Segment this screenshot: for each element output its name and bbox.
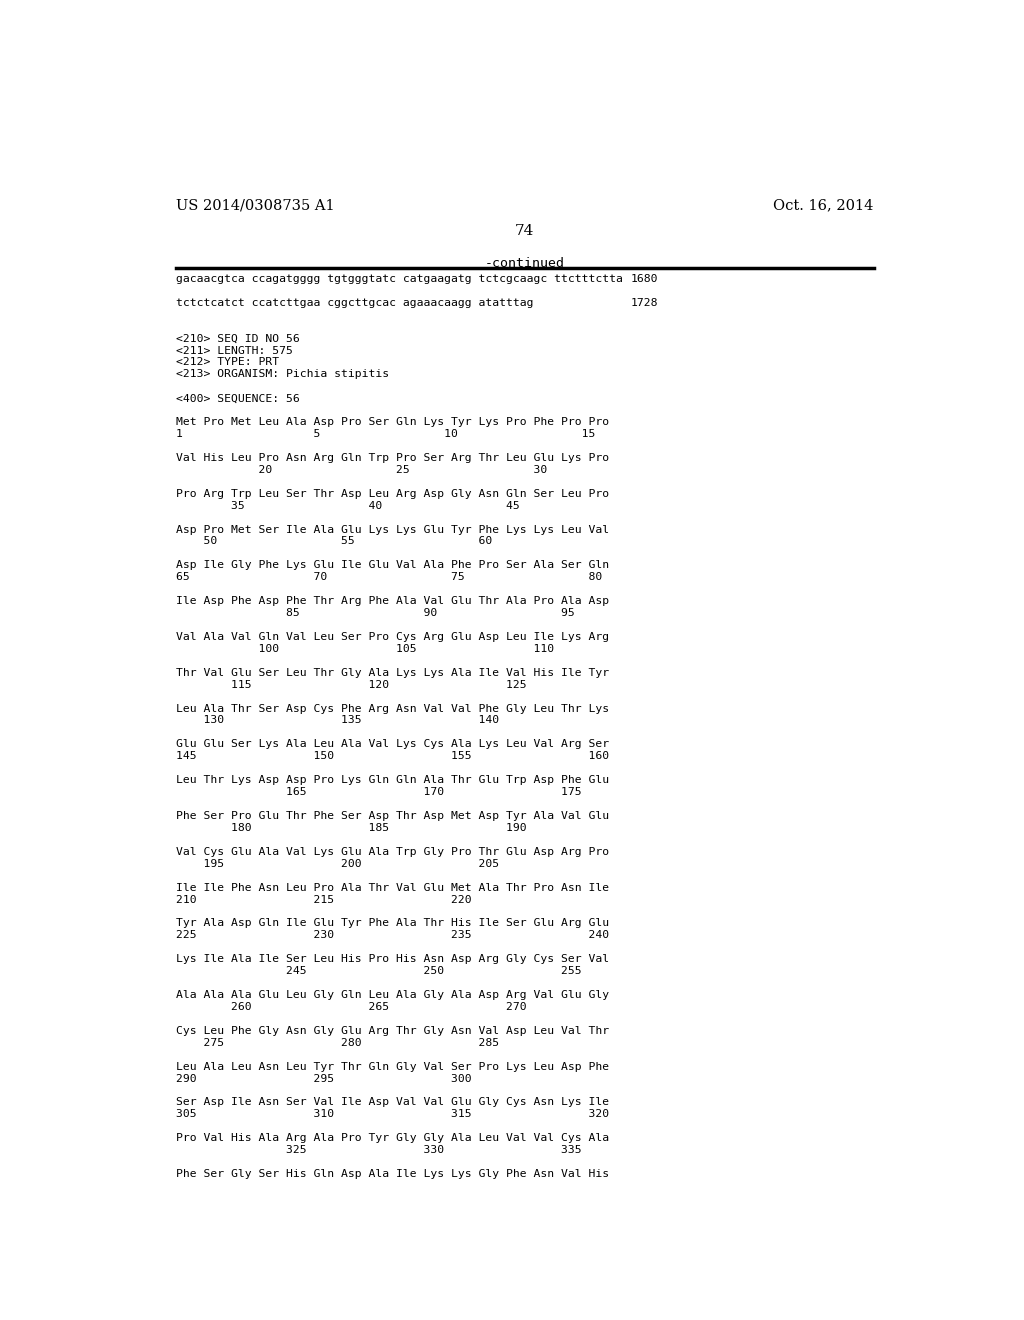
Text: <210> SEQ ID NO 56: <210> SEQ ID NO 56 <box>176 334 300 343</box>
Text: 145                 150                 155                 160: 145 150 155 160 <box>176 751 609 762</box>
Text: Ile Ile Phe Asn Leu Pro Ala Thr Val Glu Met Ala Thr Pro Asn Ile: Ile Ile Phe Asn Leu Pro Ala Thr Val Glu … <box>176 883 609 892</box>
Text: 20                  25                  30: 20 25 30 <box>176 465 547 475</box>
Text: Val Cys Glu Ala Val Lys Glu Ala Trp Gly Pro Thr Glu Asp Arg Pro: Val Cys Glu Ala Val Lys Glu Ala Trp Gly … <box>176 847 609 857</box>
Text: Pro Arg Trp Leu Ser Thr Asp Leu Arg Asp Gly Asn Gln Ser Leu Pro: Pro Arg Trp Leu Ser Thr Asp Leu Arg Asp … <box>176 488 609 499</box>
Text: tctctcatct ccatcttgaa cggcttgcac agaaacaagg atatttag: tctctcatct ccatcttgaa cggcttgcac agaaaca… <box>176 298 534 308</box>
Text: -continued: -continued <box>484 257 565 271</box>
Text: 1728: 1728 <box>630 298 657 308</box>
Text: <212> TYPE: PRT: <212> TYPE: PRT <box>176 358 280 367</box>
Text: Met Pro Met Leu Ala Asp Pro Ser Gln Lys Tyr Lys Pro Phe Pro Pro: Met Pro Met Leu Ala Asp Pro Ser Gln Lys … <box>176 417 609 428</box>
Text: 50                  55                  60: 50 55 60 <box>176 536 493 546</box>
Text: Val Ala Val Gln Val Leu Ser Pro Cys Arg Glu Asp Leu Ile Lys Arg: Val Ala Val Gln Val Leu Ser Pro Cys Arg … <box>176 632 609 642</box>
Text: Pro Val His Ala Arg Ala Pro Tyr Gly Gly Ala Leu Val Val Cys Ala: Pro Val His Ala Arg Ala Pro Tyr Gly Gly … <box>176 1133 609 1143</box>
Text: Ile Asp Phe Asp Phe Thr Arg Phe Ala Val Glu Thr Ala Pro Ala Asp: Ile Asp Phe Asp Phe Thr Arg Phe Ala Val … <box>176 597 609 606</box>
Text: 1                   5                  10                  15: 1 5 10 15 <box>176 429 595 440</box>
Text: Leu Thr Lys Asp Asp Pro Lys Gln Gln Ala Thr Glu Trp Asp Phe Glu: Leu Thr Lys Asp Asp Pro Lys Gln Gln Ala … <box>176 775 609 785</box>
Text: 165                 170                 175: 165 170 175 <box>176 787 582 797</box>
Text: <211> LENGTH: 575: <211> LENGTH: 575 <box>176 346 293 355</box>
Text: 275                 280                 285: 275 280 285 <box>176 1038 499 1048</box>
Text: 100                 105                 110: 100 105 110 <box>176 644 554 653</box>
Text: Val His Leu Pro Asn Arg Gln Trp Pro Ser Arg Thr Leu Glu Lys Pro: Val His Leu Pro Asn Arg Gln Trp Pro Ser … <box>176 453 609 463</box>
Text: 325                 330                 335: 325 330 335 <box>176 1146 582 1155</box>
Text: Ser Asp Ile Asn Ser Val Ile Asp Val Val Glu Gly Cys Asn Lys Ile: Ser Asp Ile Asn Ser Val Ile Asp Val Val … <box>176 1097 609 1107</box>
Text: US 2014/0308735 A1: US 2014/0308735 A1 <box>176 198 335 213</box>
Text: 225                 230                 235                 240: 225 230 235 240 <box>176 931 609 940</box>
Text: Asp Pro Met Ser Ile Ala Glu Lys Lys Glu Tyr Phe Lys Lys Leu Val: Asp Pro Met Ser Ile Ala Glu Lys Lys Glu … <box>176 524 609 535</box>
Text: 195                 200                 205: 195 200 205 <box>176 859 499 869</box>
Text: Leu Ala Leu Asn Leu Tyr Thr Gln Gly Val Ser Pro Lys Leu Asp Phe: Leu Ala Leu Asn Leu Tyr Thr Gln Gly Val … <box>176 1061 609 1072</box>
Text: 74: 74 <box>515 224 535 238</box>
Text: 65                  70                  75                  80: 65 70 75 80 <box>176 573 602 582</box>
Text: Phe Ser Pro Glu Thr Phe Ser Asp Thr Asp Met Asp Tyr Ala Val Glu: Phe Ser Pro Glu Thr Phe Ser Asp Thr Asp … <box>176 810 609 821</box>
Text: 1680: 1680 <box>630 275 657 284</box>
Text: Asp Ile Gly Phe Lys Glu Ile Glu Val Ala Phe Pro Ser Ala Ser Gln: Asp Ile Gly Phe Lys Glu Ile Glu Val Ala … <box>176 561 609 570</box>
Text: 115                 120                 125: 115 120 125 <box>176 680 526 689</box>
Text: <213> ORGANISM: Pichia stipitis: <213> ORGANISM: Pichia stipitis <box>176 370 389 379</box>
Text: 245                 250                 255: 245 250 255 <box>176 966 582 975</box>
Text: Ala Ala Ala Glu Leu Gly Gln Leu Ala Gly Ala Asp Arg Val Glu Gly: Ala Ala Ala Glu Leu Gly Gln Leu Ala Gly … <box>176 990 609 1001</box>
Text: Lys Ile Ala Ile Ser Leu His Pro His Asn Asp Arg Gly Cys Ser Val: Lys Ile Ala Ile Ser Leu His Pro His Asn … <box>176 954 609 964</box>
Text: Oct. 16, 2014: Oct. 16, 2014 <box>773 198 873 213</box>
Text: 180                 185                 190: 180 185 190 <box>176 822 526 833</box>
Text: Glu Glu Ser Lys Ala Leu Ala Val Lys Cys Ala Lys Leu Val Arg Ser: Glu Glu Ser Lys Ala Leu Ala Val Lys Cys … <box>176 739 609 750</box>
Text: Thr Val Glu Ser Leu Thr Gly Ala Lys Lys Ala Ile Val His Ile Tyr: Thr Val Glu Ser Leu Thr Gly Ala Lys Lys … <box>176 668 609 677</box>
Text: 35                  40                  45: 35 40 45 <box>176 500 520 511</box>
Text: Cys Leu Phe Gly Asn Gly Glu Arg Thr Gly Asn Val Asp Leu Val Thr: Cys Leu Phe Gly Asn Gly Glu Arg Thr Gly … <box>176 1026 609 1036</box>
Text: Leu Ala Thr Ser Asp Cys Phe Arg Asn Val Val Phe Gly Leu Thr Lys: Leu Ala Thr Ser Asp Cys Phe Arg Asn Val … <box>176 704 609 714</box>
Text: 210                 215                 220: 210 215 220 <box>176 895 472 904</box>
Text: Phe Ser Gly Ser His Gln Asp Ala Ile Lys Lys Gly Phe Asn Val His: Phe Ser Gly Ser His Gln Asp Ala Ile Lys … <box>176 1170 609 1179</box>
Text: 130                 135                 140: 130 135 140 <box>176 715 499 726</box>
Text: <400> SEQUENCE: 56: <400> SEQUENCE: 56 <box>176 393 300 403</box>
Text: gacaacgtca ccagatgggg tgtgggtatc catgaagatg tctcgcaagc ttctttctta: gacaacgtca ccagatgggg tgtgggtatc catgaag… <box>176 275 623 284</box>
Text: 305                 310                 315                 320: 305 310 315 320 <box>176 1109 609 1119</box>
Text: 260                 265                 270: 260 265 270 <box>176 1002 526 1012</box>
Text: 85                  90                  95: 85 90 95 <box>176 609 574 618</box>
Text: Tyr Ala Asp Gln Ile Glu Tyr Phe Ala Thr His Ile Ser Glu Arg Glu: Tyr Ala Asp Gln Ile Glu Tyr Phe Ala Thr … <box>176 919 609 928</box>
Text: 290                 295                 300: 290 295 300 <box>176 1073 472 1084</box>
